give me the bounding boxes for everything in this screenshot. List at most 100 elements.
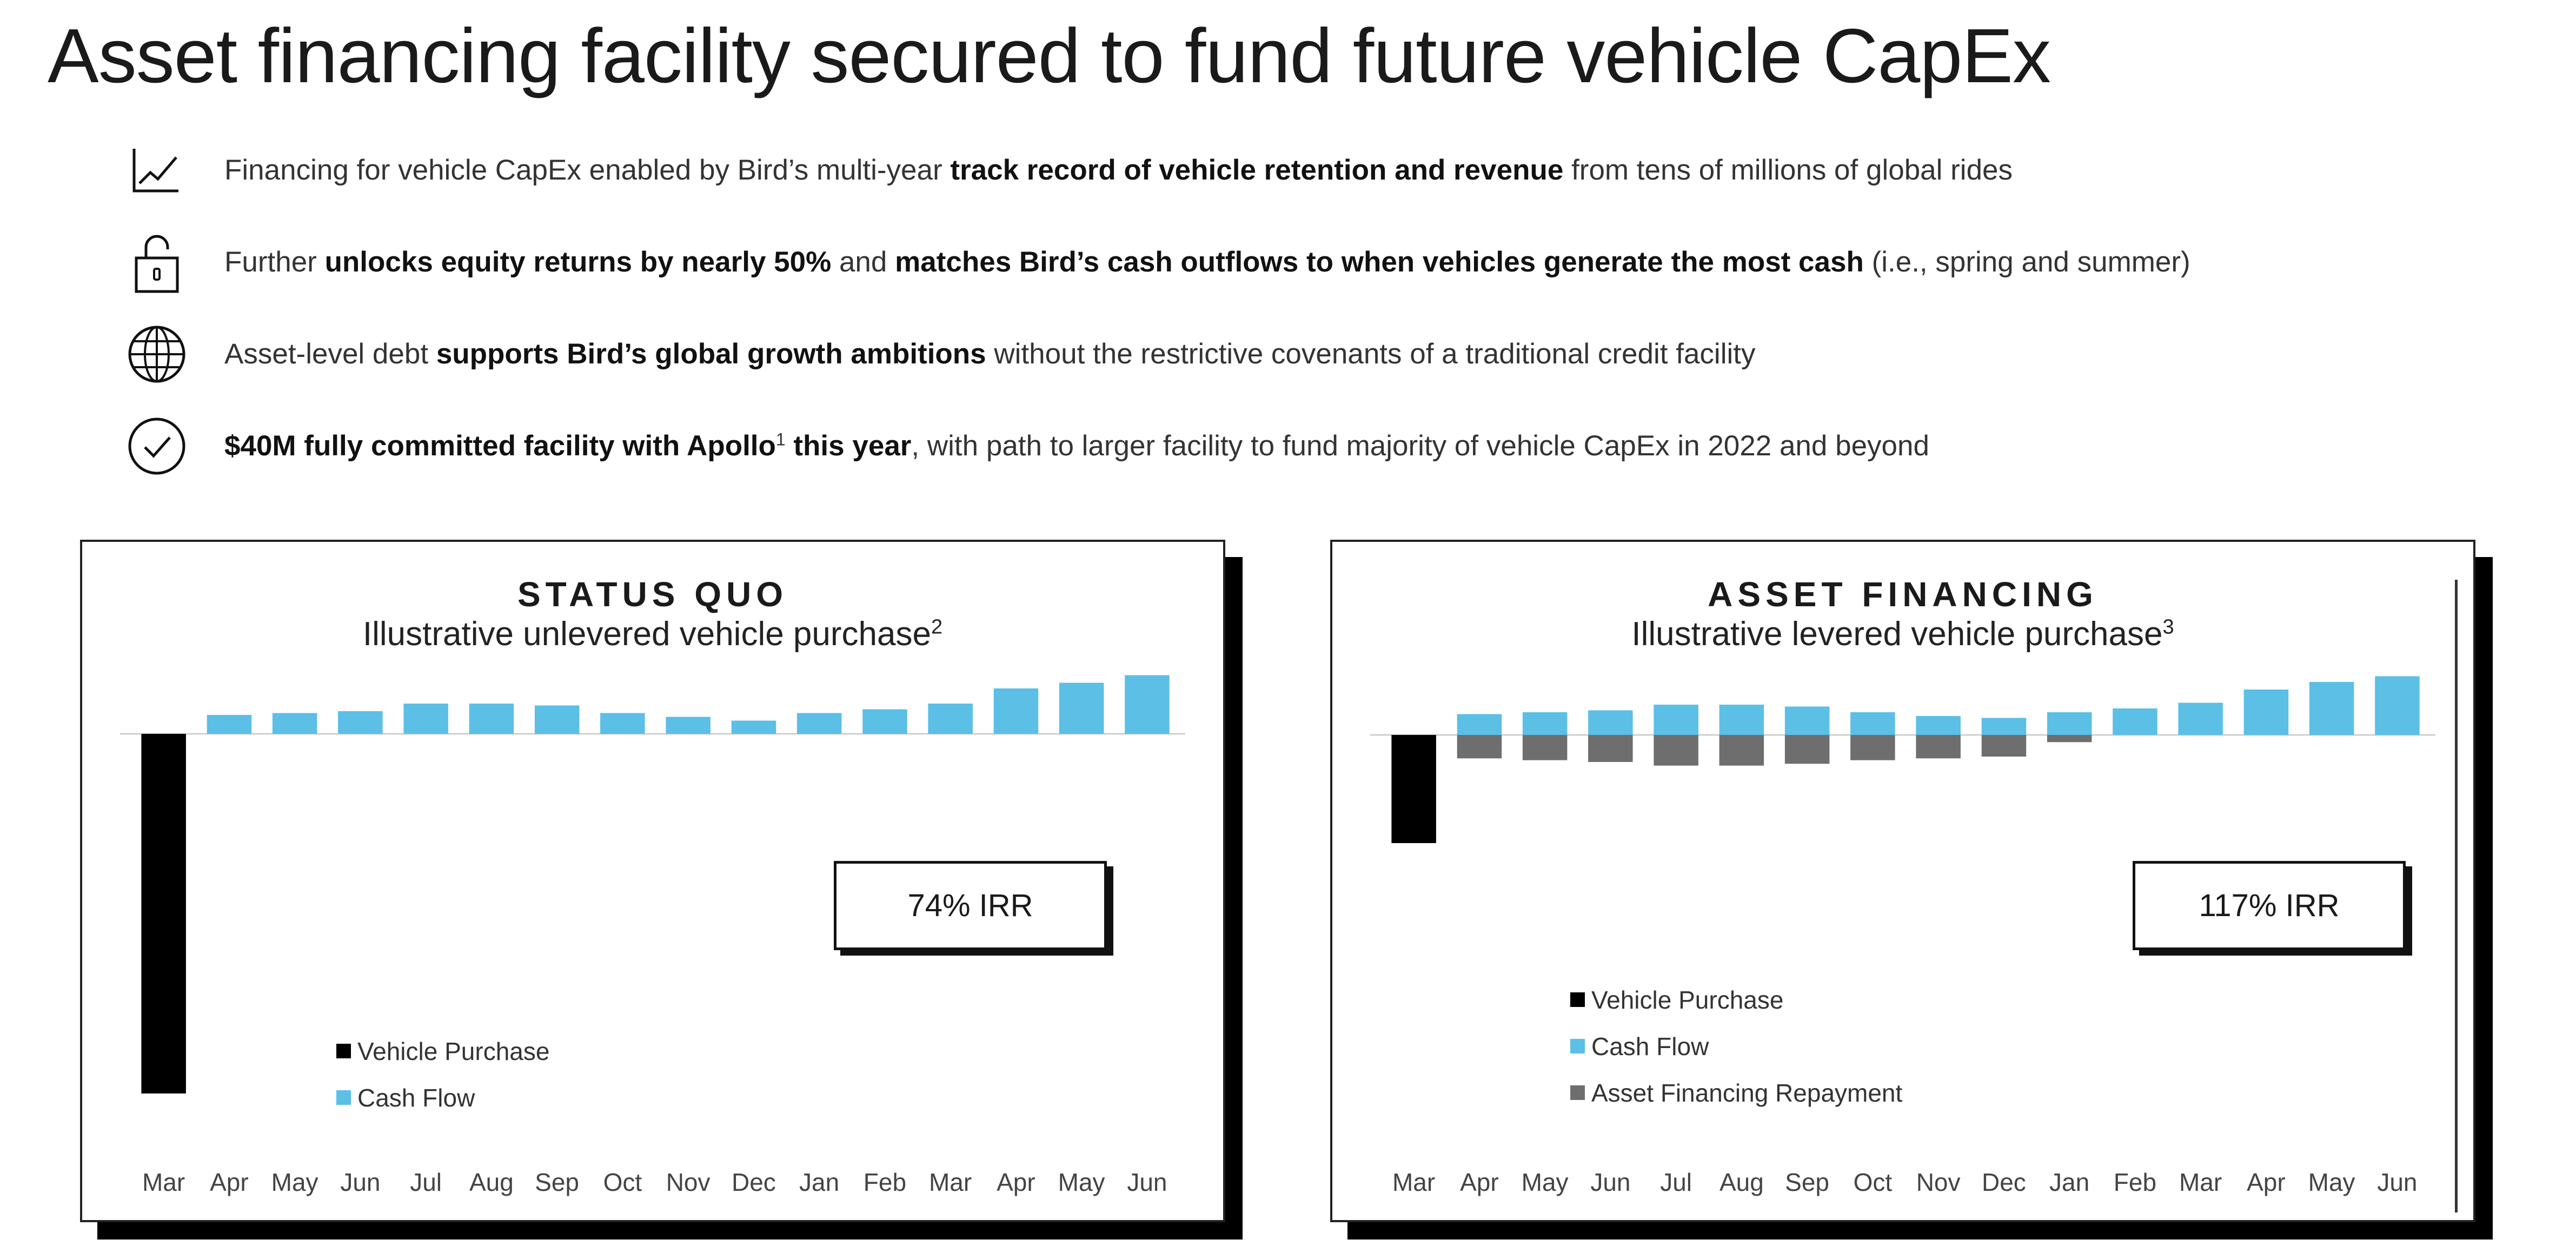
irr-value: 74% IRR — [907, 888, 1033, 923]
x-tick-label: Aug — [1719, 1168, 1764, 1196]
bar-cash-flow-2 — [1522, 712, 1568, 735]
bar-cash-flow-15 — [2375, 676, 2420, 735]
asset-financing-panel: ASSET FINANCING Illustrative levered veh… — [1330, 540, 2475, 1222]
x-tick-label: Dec — [1982, 1168, 2026, 1196]
x-tick-label: Apr — [1460, 1168, 1499, 1196]
bar-cash-flow-8 — [1916, 716, 1961, 735]
bullet-text: Further unlocks equity returns by nearly… — [224, 244, 2190, 281]
bar-cash-flow-6 — [1784, 706, 1830, 735]
bullet-bold-text: matches Bird’s cash outflows to when veh… — [895, 246, 1864, 278]
bar-cash-flow-14 — [2309, 682, 2354, 735]
unlocked-padlock-icon — [135, 235, 179, 293]
bar-cash-flow-5 — [469, 704, 514, 734]
bullet-text-run: Further — [224, 246, 325, 278]
x-tick-label: May — [1522, 1168, 1569, 1196]
legend-swatch — [336, 1044, 351, 1059]
x-tick-label: Feb — [864, 1168, 906, 1196]
chart-title: ASSET FINANCING — [1708, 575, 2098, 614]
x-tick-label: Mar — [929, 1168, 972, 1196]
bar-asset-financing-repayment-5 — [1719, 735, 1764, 766]
bullet-bold-text: $40M fully committed facility with Apoll… — [224, 430, 776, 462]
bullet-item: $40M fully committed facility with Apoll… — [124, 414, 2449, 489]
globe-icon — [128, 326, 185, 383]
x-tick-label: Jun — [1590, 1168, 1630, 1196]
asset-financing-chart: Mar Apr May Jun Jul Aug Sep Oct Nov Dec Jan Feb Mar A… — [1370, 676, 2435, 1196]
bar-cash-flow-13 — [2243, 690, 2289, 735]
chart-subtitle: Illustrative levered vehicle purchase3 — [1631, 615, 2174, 653]
bullet-item: Asset-level debt supports Bird’s global … — [124, 322, 2449, 397]
bar-cash-flow-1 — [1457, 714, 1502, 735]
legend-swatch — [1570, 1085, 1585, 1101]
chart-title: STATUS QUO — [517, 575, 788, 614]
bar-asset-financing-repayment-8 — [1916, 735, 1961, 759]
x-tick-label: May — [2308, 1168, 2355, 1196]
bar-cash-flow-9 — [731, 720, 776, 734]
bullet-text-run: , with path to larger facility to fund m… — [911, 430, 1929, 462]
bar-vehicle-purchase-0 — [1391, 735, 1436, 843]
bullet-bold-text: supports Bird’s global growth ambitions — [436, 338, 986, 370]
bullet-item: Further unlocks equity returns by nearly… — [124, 230, 2449, 306]
legend-label: Cash Flow — [357, 1084, 475, 1112]
bar-asset-financing-repayment-2 — [1522, 735, 1568, 760]
bullet-bold-text: track record of vehicle retention and re… — [950, 154, 1564, 186]
x-tick-label: Apr — [210, 1168, 249, 1196]
legend-item: Cash Flow — [336, 1083, 549, 1130]
bar-vehicle-purchase-0 — [141, 734, 186, 1093]
legend-item: Asset Financing Repayment — [1570, 1078, 1902, 1125]
bullet-item: Financing for vehicle CapEx enabled by B… — [124, 138, 2449, 214]
bar-cash-flow-7 — [1850, 712, 1895, 735]
bar-cash-flow-4 — [403, 704, 448, 734]
bar-cash-flow-1 — [207, 715, 252, 734]
x-tick-label: Jan — [799, 1168, 839, 1196]
bullet-bold-text: unlocks equity returns by nearly 50% — [324, 246, 832, 278]
x-tick-label: Apr — [2247, 1168, 2286, 1196]
bar-cash-flow-10 — [2047, 712, 2092, 735]
line-chart-icon — [132, 149, 178, 193]
x-tick-label: Aug — [469, 1168, 514, 1196]
panel-divider-line — [2455, 580, 2458, 1212]
x-tick-label: Nov — [1916, 1168, 1961, 1196]
irr-value: 117% IRR — [2199, 888, 2340, 923]
bar-cash-flow-9 — [1981, 718, 2027, 735]
bar-asset-financing-repayment-4 — [1654, 735, 1698, 766]
bar-cash-flow-10 — [796, 713, 842, 734]
legend-item: Cash Flow — [1570, 1032, 1902, 1078]
status-quo-panel: STATUS QUO Illustrative unlevered vehicl… — [80, 540, 1225, 1222]
x-tick-label: Feb — [2114, 1168, 2156, 1196]
x-tick-label: Mar — [1392, 1168, 1435, 1196]
bullet-text: Asset-level debt supports Bird’s global … — [224, 336, 1755, 373]
x-tick-label: Jun — [340, 1168, 380, 1196]
legend-item: Vehicle Purchase — [336, 1037, 549, 1083]
page-title: Asset financing facility secured to fund… — [48, 13, 2051, 99]
x-tick-label: Jun — [2377, 1168, 2417, 1196]
legend-label: Cash Flow — [1591, 1032, 1709, 1061]
bar-cash-flow-3 — [338, 711, 383, 734]
bar-cash-flow-7 — [600, 713, 645, 734]
bullet-bold-text: this year — [785, 430, 912, 462]
x-tick-label: Jun — [1127, 1168, 1167, 1196]
legend-swatch — [336, 1090, 351, 1105]
x-tick-label: Nov — [666, 1168, 711, 1196]
bullet-text: $40M fully committed facility with Apoll… — [224, 428, 1929, 465]
status-quo-chart: Mar Apr May Jun Jul Aug Sep Oct Nov Dec Jan Feb Mar A… — [120, 675, 1185, 1196]
x-tick-label: Oct — [1854, 1168, 1893, 1196]
bullet-text-run: Asset-level debt — [224, 338, 436, 370]
irr-box: 117% IRR — [2133, 861, 2406, 950]
bar-asset-financing-repayment-9 — [1981, 735, 2027, 757]
bar-cash-flow-3 — [1588, 710, 1633, 735]
bar-cash-flow-12 — [2178, 702, 2223, 735]
bar-asset-financing-repayment-7 — [1850, 735, 1895, 760]
bullet-bold-text: 1 — [775, 429, 786, 449]
bar-asset-financing-repayment-3 — [1588, 735, 1633, 762]
bullet-text-run: and — [831, 246, 895, 278]
bar-cash-flow-6 — [534, 705, 580, 734]
bar-cash-flow-8 — [666, 717, 711, 734]
legend-label: Asset Financing Repayment — [1591, 1079, 1903, 1107]
x-tick-label: Mar — [142, 1168, 185, 1196]
x-tick-label: Oct — [603, 1168, 642, 1196]
legend-swatch — [1570, 992, 1585, 1008]
x-tick-label: Mar — [2179, 1168, 2222, 1196]
bar-asset-financing-repayment-1 — [1457, 735, 1502, 759]
irr-box: 74% IRR — [834, 861, 1107, 950]
x-tick-label: May — [271, 1168, 318, 1196]
